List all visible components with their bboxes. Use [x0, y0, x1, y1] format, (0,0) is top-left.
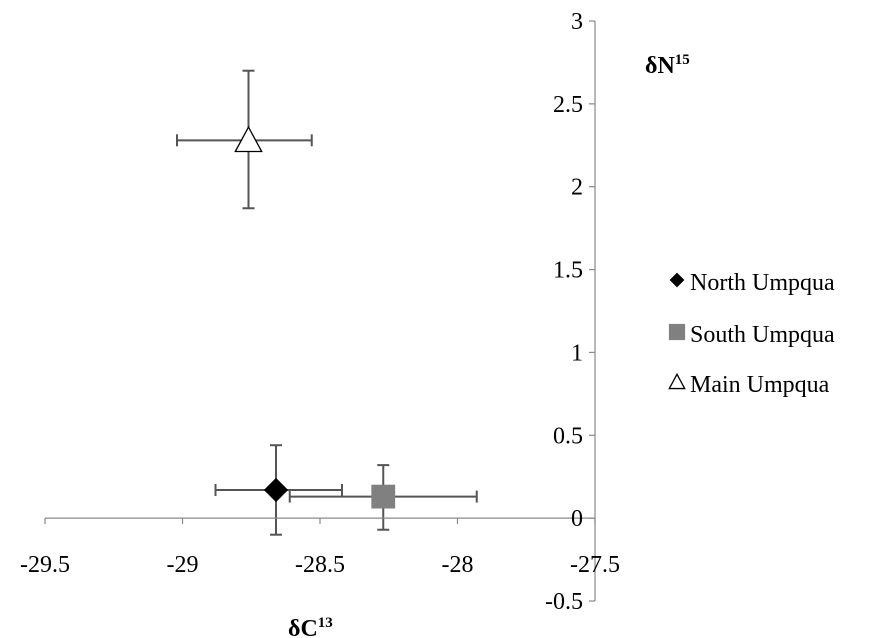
legend-label: North Umpqua	[690, 270, 835, 296]
y-tick-label: 1	[571, 340, 583, 366]
y-tick-label: 0	[571, 506, 583, 532]
x-tick-label: -28	[442, 552, 474, 578]
y-tick-label: 0.5	[553, 423, 583, 449]
x-axis-title: δC13	[288, 615, 333, 638]
legend-marker	[668, 372, 686, 390]
y-tick-label: -0.5	[545, 589, 583, 615]
x-tick-label: -29	[167, 552, 199, 578]
y-tick-label: 2	[571, 175, 583, 201]
legend-label: South Umpqua	[690, 322, 835, 348]
data-points	[234, 125, 396, 509]
axes	[44, 20, 596, 602]
tick-labels: -29.5 -29 -28.5 -28 -27.5 -0.5 0 0.5 1 1.5 2 2.5 3	[20, 9, 620, 615]
error-bars	[176, 69, 478, 536]
x-tick-label: -28.5	[295, 552, 345, 578]
legend-marker	[669, 272, 685, 288]
legend: North Umpqua South Umpqua Main Umpqua	[668, 270, 835, 398]
legend-marker	[668, 323, 686, 341]
data-point	[263, 477, 289, 503]
legend-label: Main Umpqua	[690, 372, 830, 398]
y-tick-label: 1.5	[553, 258, 583, 284]
y-tick-label: 3	[571, 9, 583, 35]
data-point	[371, 484, 396, 509]
data-point	[234, 125, 263, 153]
x-tick-label: -27.5	[570, 552, 620, 578]
x-tick-label: -29.5	[20, 552, 70, 578]
y-tick-label: 2.5	[553, 92, 583, 118]
y-axis-title: δN15	[645, 52, 690, 79]
